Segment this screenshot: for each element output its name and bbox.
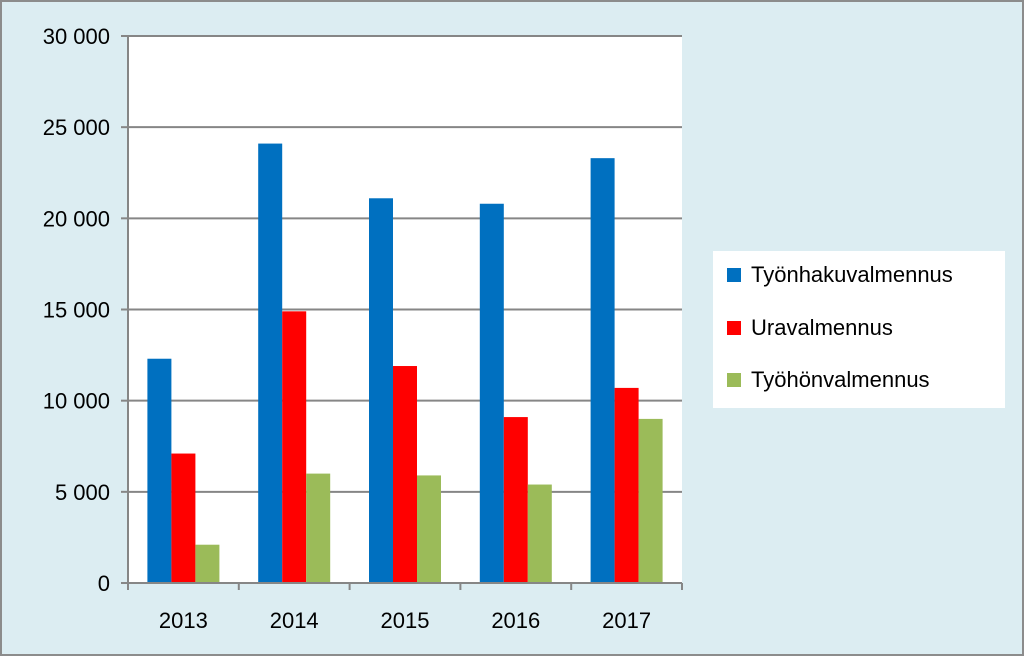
bar-työnhakuvalmennus-2016: [479, 203, 504, 583]
bar-työhönvalmennus-2017: [638, 418, 663, 583]
x-tick-label: 2016: [491, 608, 540, 633]
axes: [121, 35, 683, 590]
legend-label-tyohonvalmennus: Työhönvalmennus: [751, 367, 930, 392]
y-tick-label: 25 000: [43, 115, 110, 140]
y-tick-label: 0: [98, 571, 110, 596]
y-tick-label: 20 000: [43, 206, 110, 231]
x-tick-label: 2013: [159, 608, 208, 633]
bar-työnhakuvalmennus-2015: [369, 198, 393, 583]
bar-työhönvalmennus-2013: [195, 544, 220, 583]
legend: Työnhakuvalmennus Uravalmennus Työhönval…: [713, 251, 1005, 408]
bar-työhönvalmennus-2015: [417, 475, 441, 583]
tick-labels: 0 5 000 10 000 15 000 20 000 25 000 30 000 2013…: [43, 24, 651, 633]
legend-swatch-uravalmennus: [727, 321, 741, 335]
bar-työhönvalmennus-2014: [306, 473, 331, 583]
bar-uravalmennus-2015: [393, 366, 417, 583]
legend-label-tyonhakuvalmennus: Työnhakuvalmennus: [751, 262, 953, 287]
legend-swatch-tyonhakuvalmennus: [727, 268, 741, 282]
legend-label-uravalmennus: Uravalmennus: [751, 315, 893, 340]
x-tick-label: 2015: [381, 608, 430, 633]
bar-uravalmennus-2017: [614, 387, 639, 583]
y-tick-label: 30 000: [43, 24, 110, 49]
bar-työnhakuvalmennus-2013: [147, 358, 172, 583]
x-tick-label: 2014: [270, 608, 319, 633]
y-tick-label: 10 000: [43, 389, 110, 414]
legend-item-uravalmennus: Uravalmennus: [727, 313, 893, 343]
bar-työhönvalmennus-2016: [527, 484, 552, 583]
bar-uravalmennus-2016: [503, 417, 528, 583]
x-tick-label: 2017: [602, 608, 651, 633]
bar-uravalmennus-2014: [282, 311, 307, 583]
bars: [147, 143, 663, 583]
legend-item-tyonhakuvalmennus: Työnhakuvalmennus: [727, 260, 953, 290]
bar-työnhakuvalmennus-2017: [590, 158, 615, 583]
legend-swatch-tyohonvalmennus: [727, 373, 741, 387]
bar-työnhakuvalmennus-2014: [258, 143, 283, 583]
y-tick-label: 15 000: [43, 298, 110, 323]
legend-item-tyohonvalmennus: Työhönvalmennus: [727, 365, 930, 395]
y-tick-label: 5 000: [55, 480, 110, 505]
bar-uravalmennus-2013: [171, 453, 196, 583]
